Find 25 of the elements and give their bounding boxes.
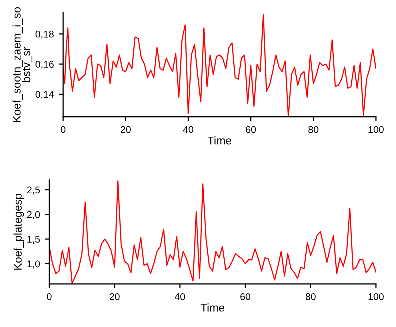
x-tick-label: 40 <box>183 126 194 134</box>
x-tick-label: 100 <box>368 126 384 134</box>
y-tick-label: 1,0 <box>28 260 40 269</box>
x-tick-label: 80 <box>306 293 316 300</box>
line-series <box>63 14 376 118</box>
x-axis-title: Time <box>208 136 232 145</box>
x-tick-label: 0 <box>47 293 52 300</box>
x-tick-label: 0 <box>61 126 66 134</box>
x-tick-label: 40 <box>174 293 186 300</box>
y-tick-label: 0,16 <box>36 61 54 70</box>
line-series <box>50 180 376 284</box>
x-tick-label: 100 <box>368 293 384 300</box>
y-tick-label: 0,14 <box>36 91 54 100</box>
x-tick-label: 60 <box>240 293 251 300</box>
y-axis-title: Koef_sootn_zaem_i_sobstv_sr <box>12 7 33 122</box>
x-axis-title: Time <box>200 304 224 312</box>
x-tick-label: 20 <box>121 126 131 134</box>
y-tick-label: 1,5 <box>28 236 40 244</box>
y-axis-title: Koef_plategesp <box>14 194 24 270</box>
x-tick-label: 60 <box>246 126 256 134</box>
x-tick-label: 20 <box>110 293 120 300</box>
y-tick-label: 2,0 <box>27 211 40 220</box>
x-tick-label: 80 <box>308 126 319 134</box>
y-tick-label: 0,18 <box>36 30 54 39</box>
y-tick-label: 2,5 <box>27 186 40 195</box>
